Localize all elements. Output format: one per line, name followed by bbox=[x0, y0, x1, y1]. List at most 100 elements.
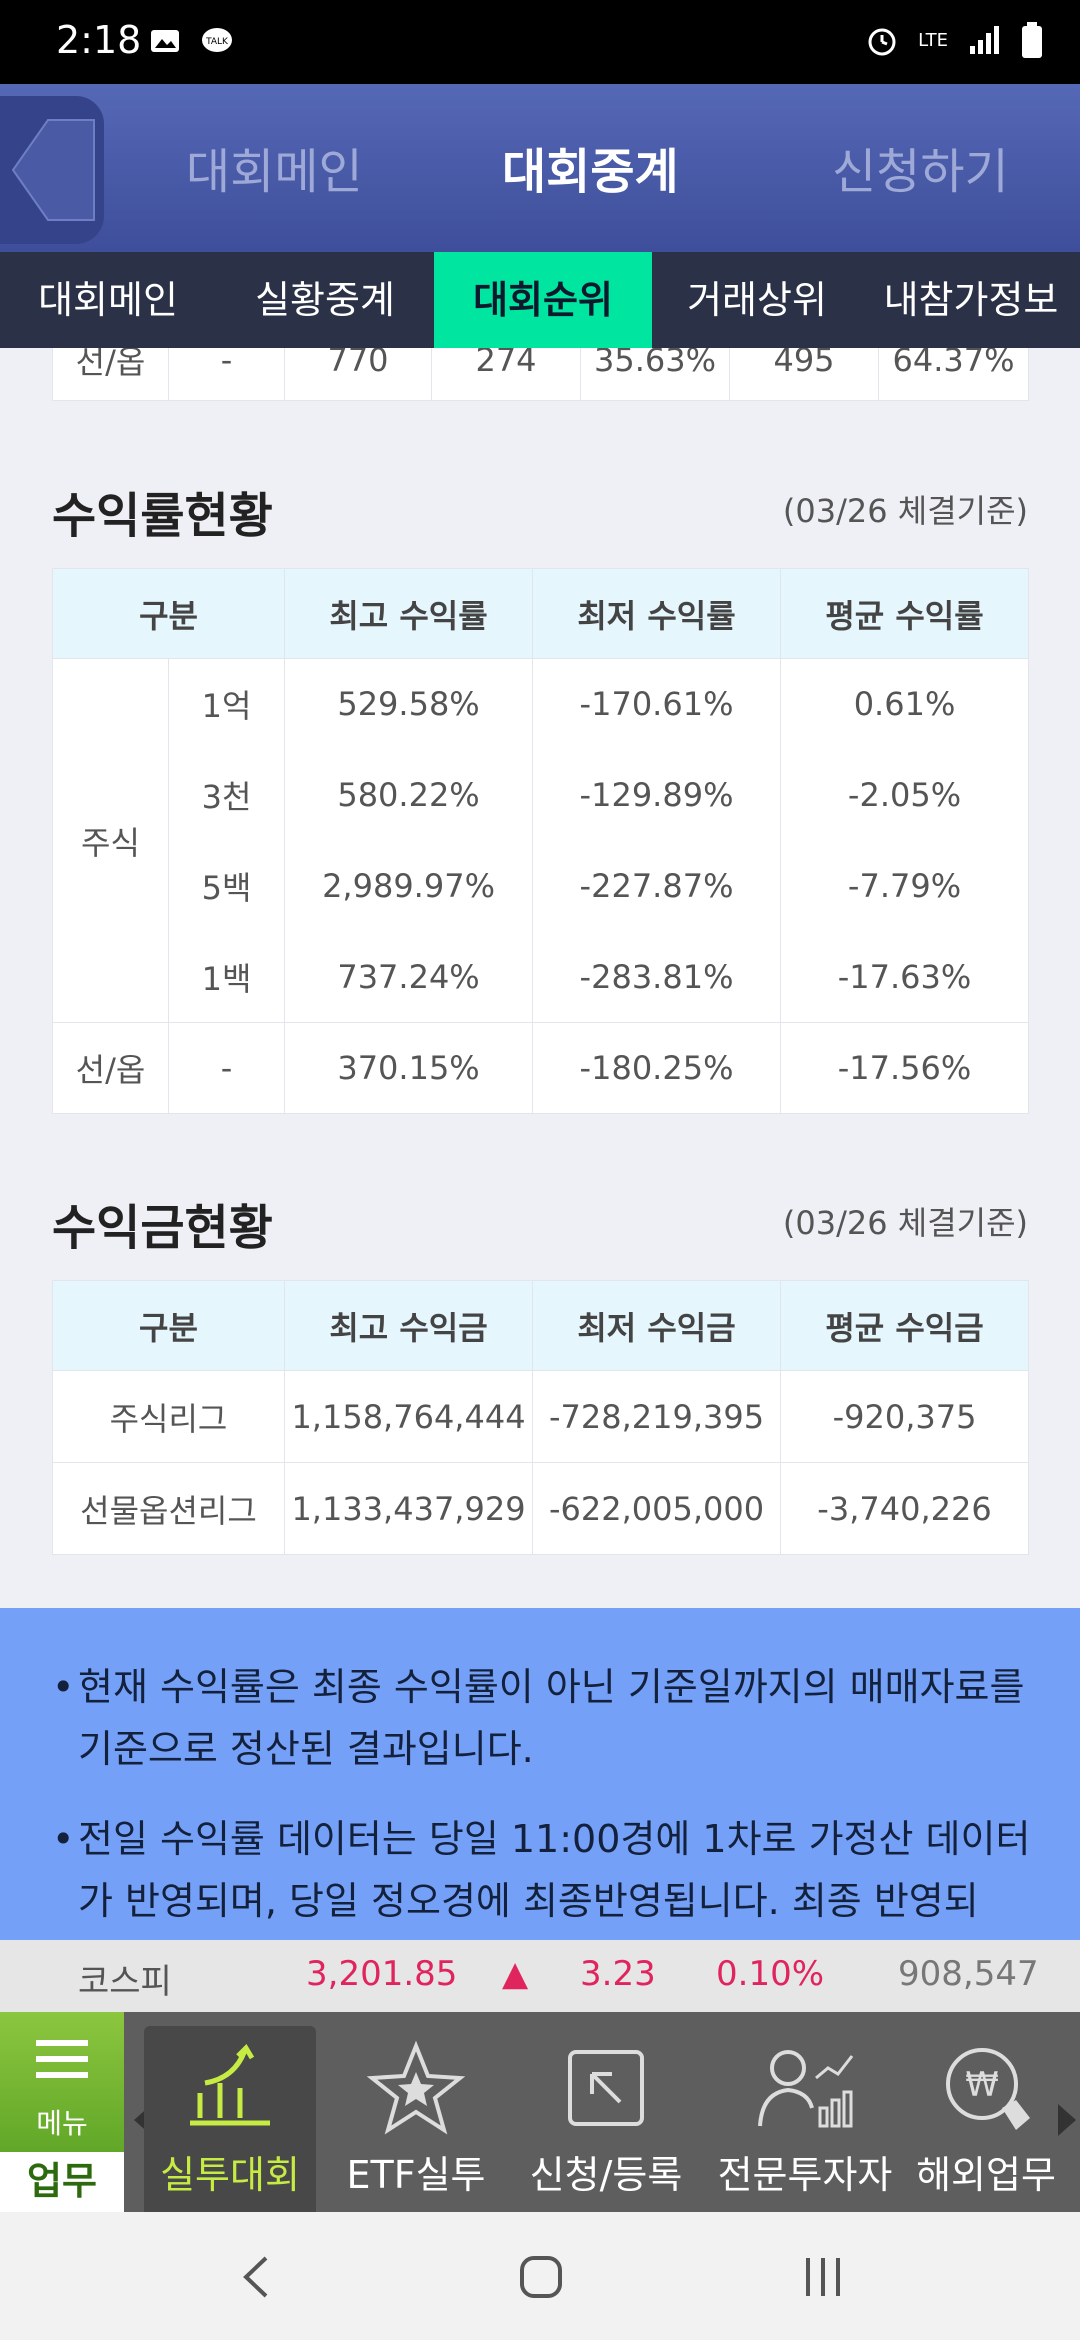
bottom-item-contest[interactable]: 실투대회 bbox=[144, 2026, 316, 2212]
table-row: 1백 737.24% -283.81% -17.63% bbox=[53, 931, 1030, 1023]
column-header: 평균 수익률 bbox=[780, 568, 1030, 659]
column-header: 최고 수익률 bbox=[284, 568, 534, 659]
network-label: LTE bbox=[918, 29, 948, 51]
column-header: 구분 bbox=[52, 1280, 285, 1371]
menu-label: 메뉴 bbox=[36, 2107, 88, 2140]
bottom-item-label: 전문투자자 bbox=[717, 2153, 893, 2197]
table-row: 선물옵션리그 1,133,437,929 -622,005,000 -3,740… bbox=[52, 1462, 1029, 1555]
table-cell: 선/옵 bbox=[52, 1022, 169, 1114]
table-cell: - bbox=[168, 348, 285, 401]
table-row: 선/옵 - 370.15% -180.25% -17.56% bbox=[52, 1022, 1030, 1114]
svg-text:₩: ₩ bbox=[965, 2065, 999, 2105]
sub-navigation: 대회메인 실황중계 대회순위 거래상위 내참가정보 bbox=[0, 252, 1080, 348]
status-time: 2:18 bbox=[56, 18, 142, 62]
table-cell: -170.61% bbox=[532, 658, 782, 750]
back-arrow-icon bbox=[11, 119, 95, 221]
ticker-price: 3,201.85 bbox=[306, 1954, 458, 1994]
menu-button[interactable]: 메뉴 업무 bbox=[0, 2012, 124, 2212]
table-cell: 선/옵 bbox=[52, 348, 169, 401]
content-area[interactable]: 선/옵 - 770 274 35.63% 495 64.37% 수익률현황 (0… bbox=[0, 348, 1080, 1940]
column-header: 최저 수익률 bbox=[532, 568, 782, 659]
table-cell: 선물옵션리그 bbox=[52, 1462, 285, 1555]
profit-section-note: (03/26 체결기준) bbox=[782, 1204, 1028, 1242]
table-cell: -622,005,000 bbox=[532, 1462, 781, 1555]
table-cell: 3천 bbox=[201, 778, 252, 816]
yield-section-note: (03/26 체결기준) bbox=[782, 492, 1028, 530]
notice-item: • 현재 수익률은 최종 수익률이 아닌 기준일까지의 매매자료를 기준으로 정산… bbox=[52, 1665, 1025, 1771]
ticker-rate: 0.10% bbox=[716, 1954, 825, 1994]
bottom-item-label: 신청/등록 bbox=[529, 2153, 683, 2197]
table-cell: -283.81% bbox=[532, 931, 782, 1023]
table-cell: 1억 bbox=[201, 687, 252, 726]
battery-icon bbox=[1022, 22, 1042, 58]
nav-recents-icon[interactable] bbox=[800, 2254, 846, 2300]
index-ticker[interactable]: 코스피 3,201.85 ▲ 3.23 0.10% 908,547 bbox=[0, 1940, 1080, 2012]
subnav-item-my-info[interactable]: 내참가정보 bbox=[883, 278, 1059, 322]
bottom-menu: 메뉴 업무 실투대회 ETF실투 신청/등록 전문투자자 ₩ 해외업무 bbox=[0, 2012, 1080, 2212]
bottom-item-overseas[interactable]: ₩ 해외업무 bbox=[900, 2026, 1072, 2212]
notice-box: • 현재 수익률은 최종 수익률이 아닌 기준일까지의 매매자료를 기준으로 정산… bbox=[0, 1608, 1080, 1940]
table-cell: -728,219,395 bbox=[532, 1370, 781, 1463]
yield-section-title: 수익률현황 bbox=[52, 488, 273, 544]
back-button[interactable] bbox=[0, 96, 104, 244]
bottom-item-label: 해외업무 bbox=[916, 2153, 1056, 2197]
bottom-item-investor[interactable]: 전문투자자 bbox=[710, 2026, 900, 2212]
bottom-item-etf[interactable]: ETF실투 bbox=[330, 2026, 502, 2212]
table-cell: 64.37% bbox=[878, 348, 1029, 401]
profit-table: 구분 최고 수익금 최저 수익금 평균 수익금 주식리그 1,158,764,4… bbox=[52, 1280, 1029, 1555]
subnav-item-live[interactable]: 실황중계 bbox=[255, 278, 395, 322]
bottom-item-apply[interactable]: 신청/등록 bbox=[520, 2026, 692, 2212]
hamburger-icon bbox=[36, 2040, 88, 2078]
table-row: 선/옵 - 770 274 35.63% 495 64.37% bbox=[52, 348, 1029, 401]
table-header-row: 구분 최고 수익금 최저 수익금 평균 수익금 bbox=[52, 1280, 1029, 1371]
subnav-item-top-trades[interactable]: 거래상위 bbox=[687, 278, 827, 322]
chart-up-icon bbox=[190, 2043, 270, 2126]
table-cell: 529.58% bbox=[284, 658, 534, 750]
header-tab-broadcast[interactable]: 대회중계 bbox=[502, 144, 679, 200]
nav-home-icon[interactable] bbox=[518, 2254, 564, 2300]
table-cell: -227.87% bbox=[532, 840, 782, 932]
column-header: 최저 수익금 bbox=[532, 1280, 781, 1371]
table-cell: 1,158,764,444 bbox=[284, 1370, 533, 1463]
column-header: 구분 bbox=[51, 568, 286, 659]
yield-table: 구분 최고 수익률 최저 수익률 평균 수익률 주식 1억 529.58% -1… bbox=[51, 568, 1030, 1114]
menu-sub-label: 업무 bbox=[0, 2152, 124, 2212]
table-cell: -17.56% bbox=[780, 1022, 1030, 1114]
subnav-item-ranking[interactable]: 대회순위 bbox=[434, 252, 652, 348]
header-tab-apply[interactable]: 신청하기 bbox=[832, 144, 1009, 200]
table-cell: 주식리그 bbox=[52, 1370, 285, 1463]
table-cell: -180.25% bbox=[532, 1022, 782, 1114]
profit-section-title: 수익금현황 bbox=[52, 1200, 273, 1256]
table-cell: - bbox=[167, 1022, 286, 1114]
table-row: 5백 2,989.97% -227.87% -7.79% bbox=[53, 840, 1030, 932]
table-cell: 770 bbox=[284, 348, 432, 401]
table-row: 3천 580.22% -129.89% -2.05% bbox=[53, 749, 1030, 841]
table-cell: -3,740,226 bbox=[780, 1462, 1029, 1555]
bottom-item-label: ETF실투 bbox=[346, 2153, 486, 2197]
ticker-up-arrow-icon: ▲ bbox=[502, 1954, 529, 1994]
table-cell: 5백 bbox=[201, 869, 252, 907]
participants-table-partial: 선/옵 - 770 274 35.63% 495 64.37% bbox=[52, 348, 1029, 401]
column-header: 최고 수익금 bbox=[284, 1280, 533, 1371]
subnav-item-main[interactable]: 대회메인 bbox=[38, 278, 178, 322]
header-tab-main[interactable]: 대회메인 bbox=[186, 144, 363, 200]
table-cell: 0.61% bbox=[780, 658, 1030, 750]
table-cell: -2.05% bbox=[780, 749, 1030, 841]
nav-back-icon[interactable] bbox=[236, 2252, 276, 2302]
table-header-row: 구분 최고 수익률 최저 수익률 평균 수익률 bbox=[51, 568, 1030, 659]
table-row: 주식 1억 529.58% -170.61% 0.61% bbox=[52, 658, 1030, 1023]
scroll-right-icon[interactable] bbox=[1056, 2102, 1078, 2138]
ticker-change: 3.23 bbox=[580, 1954, 656, 1994]
table-row: 주식리그 1,158,764,444 -728,219,395 -920,375 bbox=[52, 1370, 1029, 1463]
app-header: 대회메인 대회중계 신청하기 bbox=[0, 84, 1080, 252]
table-cell: 2,989.97% bbox=[284, 840, 534, 932]
status-bar: 2:18 TALK LTE bbox=[0, 0, 1080, 84]
signal-icon bbox=[970, 26, 999, 54]
currency-touch-icon: ₩ bbox=[946, 2048, 1030, 2130]
group-label: 주식 bbox=[52, 658, 169, 1023]
table-cell: 580.22% bbox=[284, 749, 534, 841]
arrow-box-icon bbox=[568, 2050, 644, 2126]
table-cell: 370.15% bbox=[284, 1022, 534, 1114]
ticker-name: 코스피 bbox=[78, 1962, 172, 2002]
table-cell: 274 bbox=[431, 348, 581, 401]
